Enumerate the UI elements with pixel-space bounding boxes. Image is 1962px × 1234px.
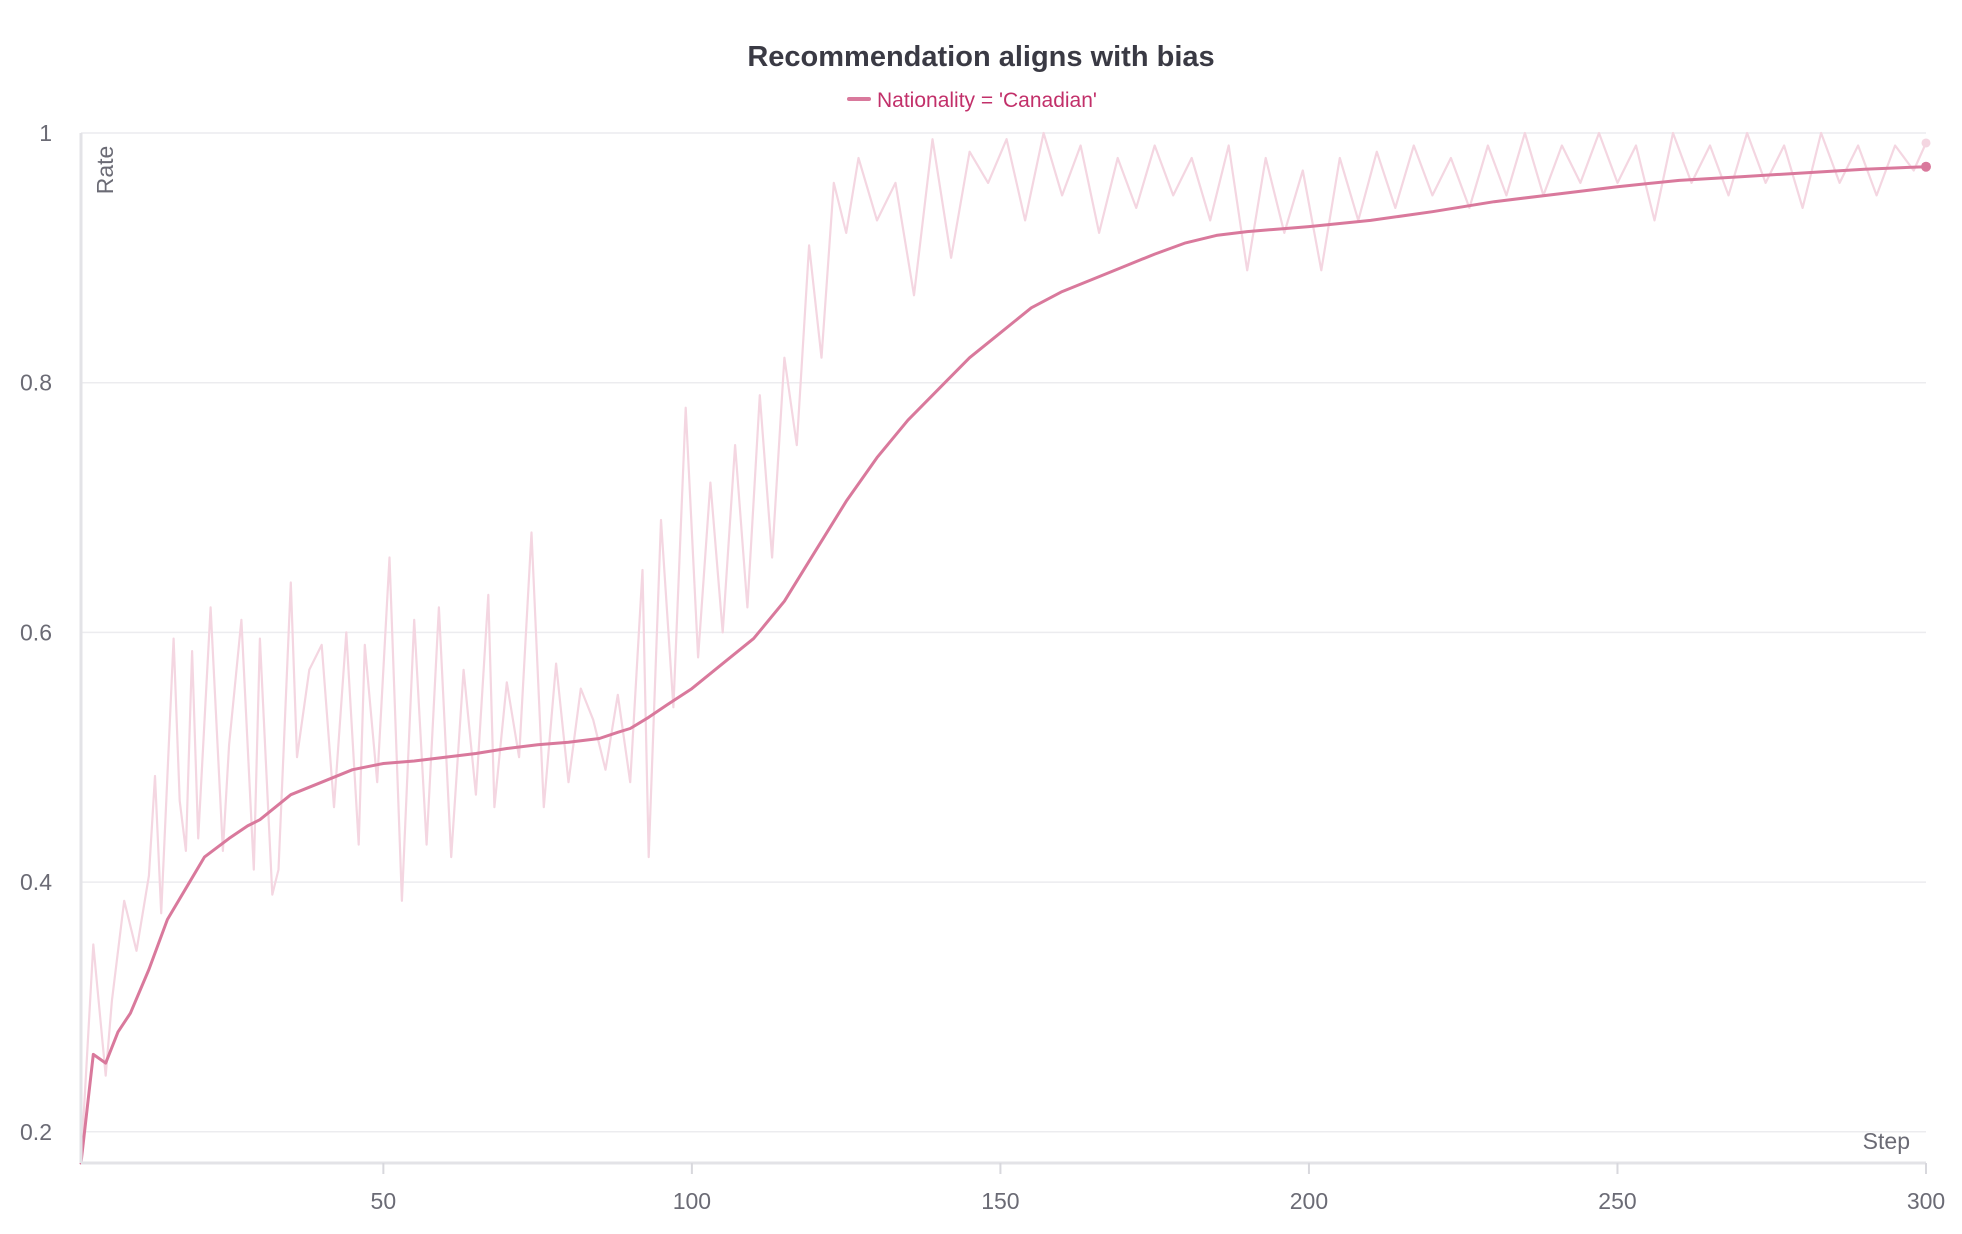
series-line-raw[interactable] — [79, 131, 1928, 1165]
y-tick-label: 1 — [39, 120, 52, 146]
x-tick-label: 300 — [1907, 1188, 1945, 1214]
x-tick-label: 100 — [673, 1188, 711, 1214]
x-tick-label: 150 — [981, 1188, 1019, 1214]
series-line-smoothed[interactable] — [79, 165, 1928, 1165]
series-layer[interactable] — [79, 131, 1931, 1165]
y-tick-label: 0.6 — [20, 619, 52, 645]
x-tick-label: 200 — [1290, 1188, 1328, 1214]
gridlines — [81, 132, 1926, 1133]
x-tick-label: 250 — [1598, 1188, 1636, 1214]
y-axis-title: Rate — [92, 146, 118, 195]
series-endpoint-raw[interactable] — [1921, 138, 1931, 148]
y-tick-label: 0.8 — [20, 370, 52, 396]
legend[interactable]: Nationality = 'Canadian' — [847, 89, 1097, 112]
y-tick-label: 0.4 — [20, 869, 52, 895]
x-axis-title: Step — [1863, 1128, 1910, 1154]
legend-label: Nationality = 'Canadian' — [877, 89, 1097, 112]
series-endpoint-smoothed[interactable] — [1921, 161, 1931, 172]
y-tick-label: 0.2 — [20, 1119, 52, 1145]
x-tick-label: 50 — [371, 1188, 397, 1214]
chart-title: Recommendation aligns with bias — [747, 41, 1214, 73]
